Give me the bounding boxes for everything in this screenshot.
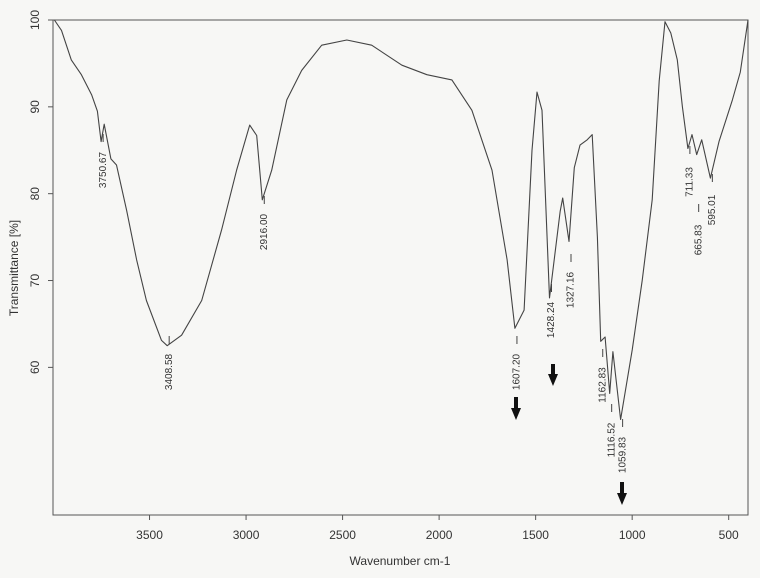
x-tick-label: 1000 bbox=[619, 528, 646, 542]
peak-label: 1428.24 bbox=[546, 301, 557, 338]
y-tick-label: 70 bbox=[28, 274, 42, 288]
peak-label: 1327.16 bbox=[566, 271, 577, 308]
y-tick-label: 100 bbox=[28, 10, 42, 30]
peak-label: 1607.20 bbox=[512, 353, 523, 390]
x-tick-label: 3000 bbox=[233, 528, 260, 542]
y-tick-label: 80 bbox=[28, 187, 42, 201]
peak-label: 2916.00 bbox=[259, 213, 270, 250]
arrow bbox=[511, 397, 521, 420]
peak-label: 595.01 bbox=[707, 194, 718, 225]
x-tick-label: 2000 bbox=[426, 528, 453, 542]
arrow bbox=[548, 364, 558, 386]
peak-label: 711.33 bbox=[685, 167, 696, 197]
y-tick-label: 90 bbox=[28, 100, 42, 114]
x-tick-label: 3500 bbox=[136, 528, 163, 542]
peak-label: 1162.83 bbox=[597, 367, 608, 403]
y-axis-label: Transmittance [%] bbox=[7, 220, 21, 316]
peak-label: 3408.58 bbox=[164, 353, 175, 390]
x-axis-label: Wavenumber cm-1 bbox=[350, 554, 451, 568]
spectrum-line bbox=[53, 19, 749, 421]
peak-label: 1059.83 bbox=[617, 436, 628, 473]
arrow bbox=[617, 482, 627, 505]
plot-frame bbox=[52, 19, 749, 516]
x-tick-label: 500 bbox=[719, 528, 739, 542]
peak-label: 3750.67 bbox=[98, 151, 109, 188]
peak-label: 665.83 bbox=[693, 224, 704, 255]
y-tick-label: 60 bbox=[28, 360, 42, 374]
peak-label: 1116.52 bbox=[606, 422, 617, 457]
x-tick-label: 1500 bbox=[522, 528, 549, 542]
x-tick-label: 2500 bbox=[329, 528, 356, 542]
